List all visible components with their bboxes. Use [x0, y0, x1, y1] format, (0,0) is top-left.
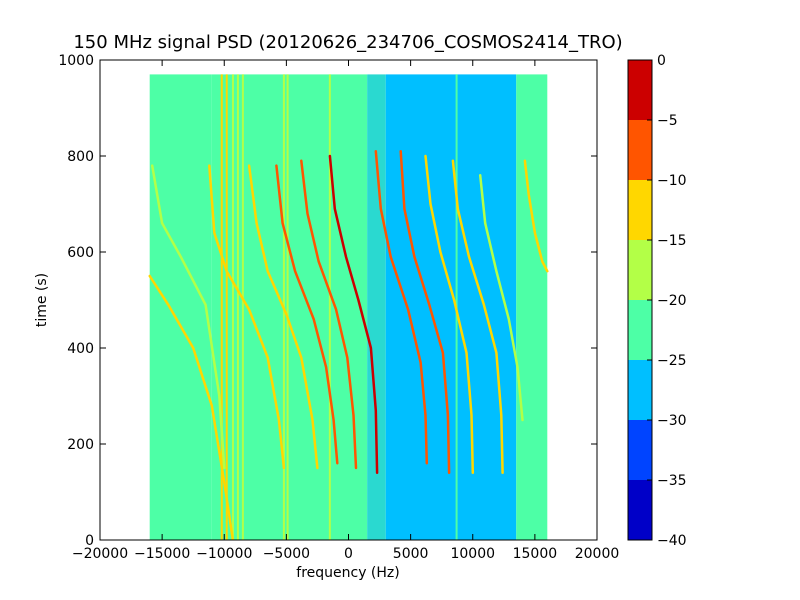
colorbar-level	[628, 60, 652, 120]
signal-track	[148, 274, 235, 540]
colorbar-level	[628, 420, 652, 480]
signal-track	[478, 173, 524, 422]
colorbar: 0 −5 −10 −15 −20 −25 −30 −35 −40	[627, 53, 687, 549]
x-tick-label: −20000	[72, 546, 128, 562]
y-tick-label: 200	[67, 437, 94, 453]
signal-track	[208, 164, 286, 470]
signal-track	[424, 154, 475, 475]
heatmap-region	[516, 74, 548, 540]
signal-track	[523, 159, 549, 273]
chart-title: 150 MHz signal PSD (20120626_234706_COSM…	[73, 32, 622, 53]
colorbar-tick-label: 0	[657, 53, 666, 69]
heatmap-region	[149, 74, 212, 540]
colorbar-level	[628, 360, 652, 420]
colorbar-level	[628, 120, 652, 180]
x-tick-label: −15000	[134, 546, 190, 562]
signal-track	[374, 149, 429, 465]
colorbar-level	[628, 300, 652, 360]
colorbar-tick-label: −35	[657, 473, 687, 489]
colorbar-tick-label: −40	[657, 533, 687, 549]
heatmap-region	[367, 74, 386, 540]
x-tick-label: 10000	[450, 546, 495, 562]
y-tick-label: 0	[85, 533, 94, 549]
x-tick-label: 20000	[575, 546, 620, 562]
x-tick-label: 0	[344, 546, 353, 562]
colorbar-tick-label: −25	[657, 353, 687, 369]
signal-track	[150, 164, 226, 470]
heatmap-region	[385, 74, 517, 540]
y-tick-label: 800	[67, 149, 94, 165]
signal-track	[300, 159, 358, 470]
colorbar-tick-label: −30	[657, 413, 687, 429]
y-tick-label: 400	[67, 341, 94, 357]
y-axis-label: time (s)	[34, 273, 50, 327]
heatmap-layer	[148, 74, 549, 540]
x-tick-label: −10000	[196, 546, 252, 562]
x-tick-label: 15000	[513, 546, 558, 562]
y-tick-label: 1000	[58, 53, 94, 69]
y-tick-label: 600	[67, 245, 94, 261]
y-axis-ticks: 0 200 400 600 800 1000	[58, 53, 597, 549]
colorbar-tick-label: −5	[657, 113, 678, 129]
signal-track	[451, 159, 504, 475]
signal-track	[328, 154, 379, 475]
x-axis-label: frequency (Hz)	[296, 565, 399, 581]
colorbar-tick-label: −15	[657, 233, 687, 249]
colorbar-level	[628, 480, 652, 540]
colorbar-level	[628, 180, 652, 240]
x-tick-label: 5000	[393, 546, 429, 562]
colorbar-tick-label: −20	[657, 293, 687, 309]
signal-track	[275, 164, 339, 465]
x-tick-label: −5000	[263, 546, 310, 562]
signal-track	[247, 164, 319, 470]
colorbar-level	[628, 240, 652, 300]
signal-track	[399, 149, 451, 475]
colorbar-tick-label: −10	[657, 173, 687, 189]
heatmap-region	[211, 74, 368, 540]
x-axis-ticks: −20000 −15000 −10000 −5000 0 5000 10000 15000 20…	[72, 60, 619, 562]
